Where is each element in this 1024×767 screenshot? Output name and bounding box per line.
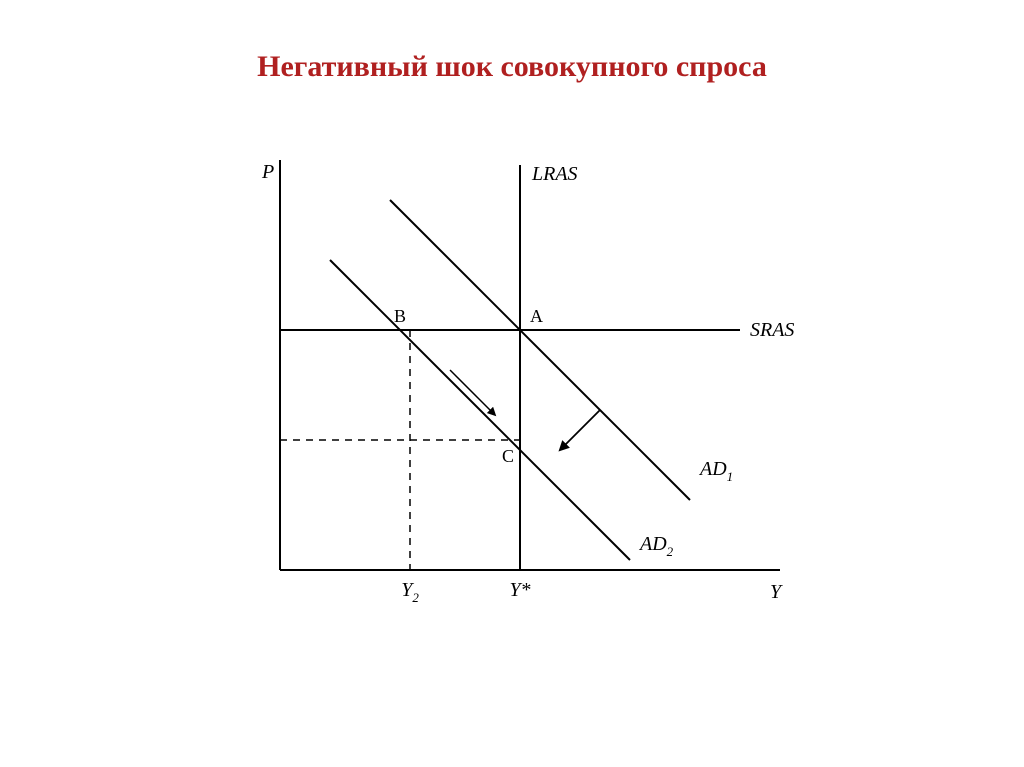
ad2-line [330, 260, 630, 560]
sras-label: SRAS [750, 319, 794, 341]
ystar-label: Y* [509, 579, 530, 601]
ad2-label: AD2 [638, 533, 674, 559]
slide: Негативный шок совокупного спроса P Y LRAS… [0, 0, 1024, 767]
shift-arrow [560, 410, 600, 450]
point-c-label: C [502, 446, 514, 466]
point-a-label: A [530, 306, 543, 326]
point-b-label: B [394, 306, 406, 326]
y-axis-label: Y [770, 581, 783, 603]
p-axis-label: P [261, 161, 274, 183]
y2-label: Y2 [401, 579, 419, 605]
lras-label: LRAS [531, 163, 578, 185]
ad1-label: AD1 [698, 458, 733, 484]
ad-as-diagram: P Y LRAS SRAS AD1 AD2 A B C Y2 Y* [220, 140, 820, 620]
ad1-line [390, 200, 690, 500]
diagram-svg: P Y LRAS SRAS AD1 AD2 A B C Y2 Y* [220, 140, 820, 620]
page-title: Негативный шок совокупного спроса [0, 50, 1024, 84]
bc-arrow [450, 370, 495, 415]
